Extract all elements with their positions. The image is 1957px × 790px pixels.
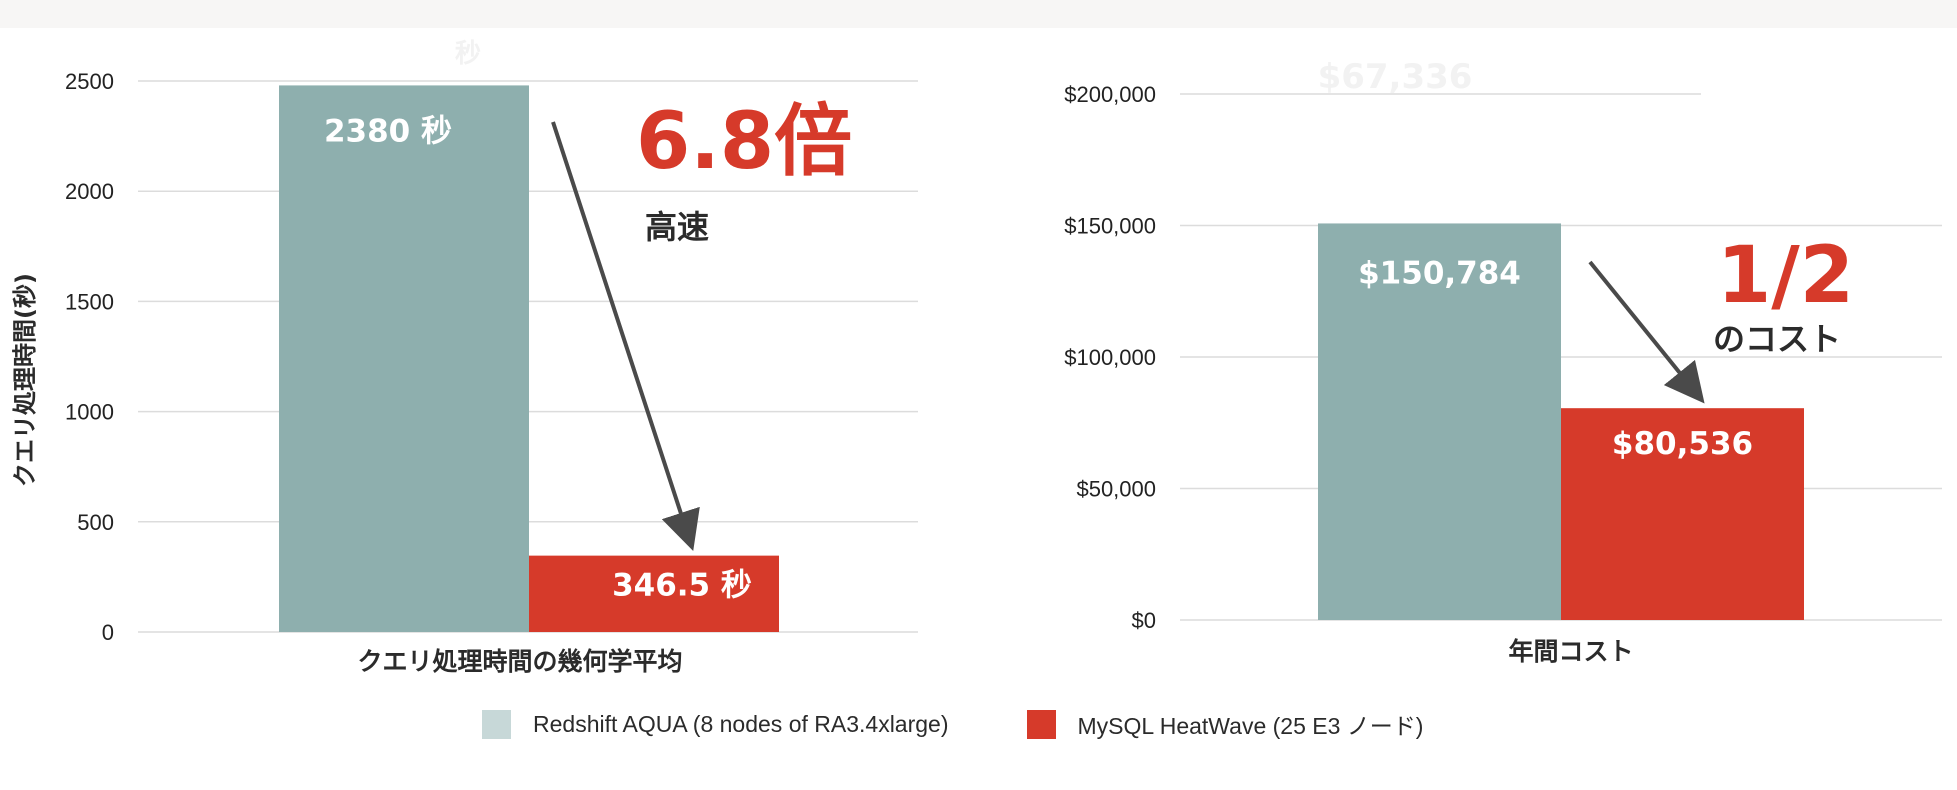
callout-arrow-icon (551, 121, 700, 552)
y-tick-label: 2000 (65, 179, 114, 204)
x-category-label: クエリ処理時間の幾何学平均 (357, 647, 682, 676)
bar-aqua (279, 85, 529, 632)
y-tick-label: 1500 (65, 289, 114, 314)
legend-swatch-heatwave (1026, 709, 1056, 739)
y-tick-label: $100,000 (1064, 345, 1156, 370)
callout-value: 1/2 (1717, 231, 1854, 321)
y-tick-label: $200,000 (1064, 82, 1156, 107)
y-tick-label: $150,000 (1064, 214, 1156, 239)
faded-text: 秒 (455, 39, 481, 69)
top-band (0, 0, 1957, 28)
callout-text: 高速 (645, 208, 709, 246)
y-tick-label: 500 (77, 510, 114, 535)
bar-data-label: 346.5 秒 (612, 568, 752, 604)
y-tick-label: $50,000 (1076, 477, 1156, 502)
callout-arrow-icon (1588, 260, 1705, 404)
legend-label-aqua: Redshift AQUA (8 nodes of RA3.4xlarge) (533, 710, 949, 737)
annual-cost-chart: $0 $50,000 $100,000 $150,000 $200,000 $67,336… (1064, 57, 1942, 666)
legend: Redshift AQUA (8 nodes of RA3.4xlarge) M… (482, 706, 1501, 742)
y-tick-label: 0 (102, 620, 114, 645)
y-tick-label: $0 (1132, 608, 1156, 633)
bar-heatwave (1561, 408, 1804, 620)
bar-aqua (1318, 223, 1561, 620)
legend-item-aqua: Redshift AQUA (8 nodes of RA3.4xlarge) (482, 709, 949, 739)
legend-swatch-aqua (482, 709, 511, 739)
y-axis-label: クエリ処理時間(秒) (11, 273, 39, 487)
callout-value: 6.8倍 (636, 97, 852, 187)
faded-text: $67,336 (1318, 57, 1473, 97)
bar-data-label: $80,536 (1612, 426, 1753, 462)
y-tick-label: 1000 (65, 400, 114, 425)
legend-item-heatwave: MySQL HeatWave (25 E3 ノード) (1026, 707, 1424, 741)
y-tick-label: 2500 (65, 69, 114, 94)
bar-data-label: $150,784 (1358, 255, 1521, 291)
legend-label-heatwave: MySQL HeatWave (25 E3 ノード) (1077, 713, 1424, 739)
bar-data-label: 2380 秒 (324, 113, 452, 149)
callout-text: のコスト (1713, 320, 1841, 358)
bar-heatwave (529, 555, 779, 632)
x-category-label: 年間コスト (1508, 637, 1633, 666)
